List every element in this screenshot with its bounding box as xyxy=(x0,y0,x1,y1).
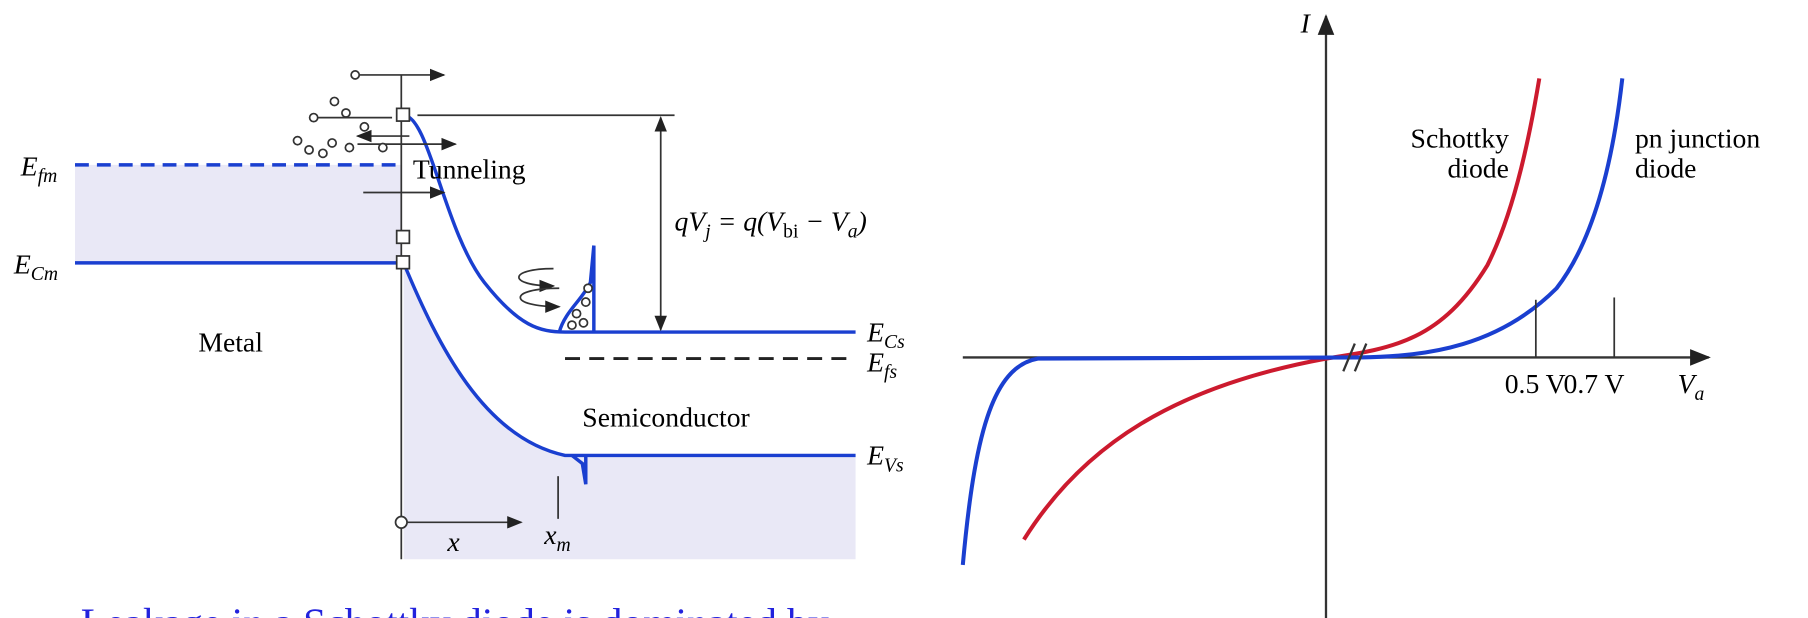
x-label: Va xyxy=(1678,368,1705,405)
thermionic-tunnel-arrow xyxy=(520,288,559,306)
origin xyxy=(396,517,408,529)
electron xyxy=(351,71,359,79)
label-sub: Cs xyxy=(884,332,905,353)
label-main: E xyxy=(866,346,884,377)
evs-label: EVs xyxy=(866,440,904,477)
label-sub: bi xyxy=(783,222,799,243)
label-line: diode xyxy=(1635,153,1696,184)
label-sub: a xyxy=(848,222,858,243)
band-diagram: Efm ECm Metal Tunneling qVj = q(Vbi − Va… xyxy=(13,71,905,559)
state-box xyxy=(397,108,410,121)
label-line: diode xyxy=(1447,153,1508,184)
tick-05-label: 0.5 V xyxy=(1505,368,1566,399)
label-sub: Cm xyxy=(31,264,58,285)
label-sub: Vs xyxy=(884,456,904,477)
junction-voltage-label: qVj = q(Vbi − Va) xyxy=(675,206,867,243)
label-main: − V xyxy=(798,206,850,237)
figure: Efm ECm Metal Tunneling qVj = q(Vbi − Va… xyxy=(0,0,1808,618)
label-line: pn junction xyxy=(1635,123,1760,154)
label-line: Schottky xyxy=(1411,123,1510,154)
ecm-label: ECm xyxy=(13,248,58,285)
label-main: E xyxy=(866,316,884,347)
metal-fill xyxy=(75,165,401,263)
thermionic-tunnel-arrow xyxy=(519,269,554,286)
label-main: E xyxy=(13,248,31,279)
label-sub: a xyxy=(1695,384,1705,405)
page: {"band_diagram":{"efm":{"main":"E","sub"… xyxy=(0,0,1808,618)
tick-07-label: 0.7 V xyxy=(1564,368,1625,399)
x-label: x xyxy=(446,526,460,557)
label-main: E xyxy=(20,150,38,181)
state-box xyxy=(397,256,410,269)
label-sub: m xyxy=(557,535,571,556)
label-main: qV xyxy=(675,206,709,237)
state-box xyxy=(397,231,410,244)
semiconductor-label: Semiconductor xyxy=(582,402,749,433)
tunneling-label: Tunneling xyxy=(413,154,526,185)
caption: Leakage in a Schottky diode is dominated… xyxy=(81,599,829,618)
electron xyxy=(310,114,318,122)
label-sub: fs xyxy=(884,362,897,383)
label-sub: fm xyxy=(38,166,58,187)
label-main: ) xyxy=(856,206,867,237)
label-main: x xyxy=(543,519,557,550)
y-label: I xyxy=(1300,7,1312,38)
label-main: E xyxy=(866,440,884,471)
metal-label: Metal xyxy=(198,327,263,358)
efm-label: Efm xyxy=(20,150,58,187)
label-main: = q(V xyxy=(711,206,787,237)
